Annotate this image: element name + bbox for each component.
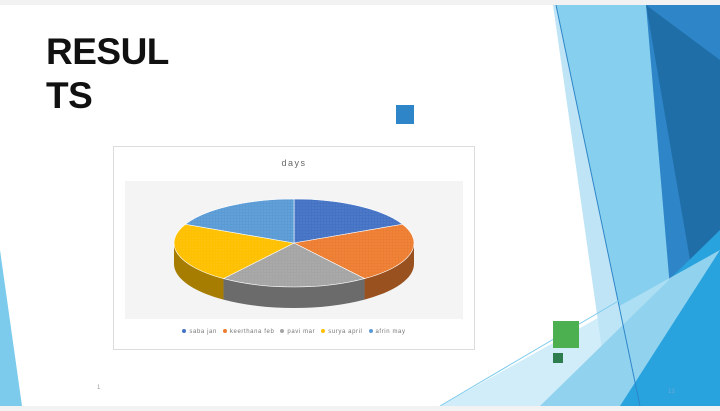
deco-shape-left xyxy=(0,250,22,406)
legend-entry: afrin may xyxy=(368,329,406,335)
pie-slice-texture-saba-jan xyxy=(294,199,403,243)
legend-label: saba jan xyxy=(189,329,217,335)
pie-slice-texture-keerthana-feb xyxy=(294,224,415,279)
deco-shape-bottom-light xyxy=(440,250,720,406)
legend-entry: saba jan xyxy=(182,329,217,335)
top-strip xyxy=(0,0,720,5)
chart-legend: saba jan keerthana feb pavi mar surya april… xyxy=(114,329,474,335)
pie-side-surya-april xyxy=(174,243,224,300)
legend-label: afrin may xyxy=(375,329,406,335)
pie-side-pavi-mar xyxy=(223,278,365,308)
deco-shape-dark xyxy=(646,5,720,290)
legend-swatch xyxy=(222,329,227,334)
chart-card: days saba jan keerthana feb pavi mar surya … xyxy=(113,146,475,350)
page-number: 13 xyxy=(668,389,675,395)
legend-swatch xyxy=(321,329,326,334)
legend-entry: keerthana feb xyxy=(222,329,275,335)
deco-line-bottom xyxy=(439,299,621,407)
legend-entry: surya april xyxy=(321,329,362,335)
pie-side-keerthana-feb xyxy=(364,243,414,300)
deco-square-blue xyxy=(396,105,414,124)
legend-swatch xyxy=(182,329,187,334)
legend-swatch xyxy=(368,329,373,334)
legend-swatch xyxy=(280,329,285,334)
pie-slice-texture-pavi-mar xyxy=(223,243,365,287)
deco-line xyxy=(555,4,641,407)
slide-title: RESULTS xyxy=(46,31,169,116)
legend-entry: pavi mar xyxy=(280,329,315,335)
footer-mark: 1 xyxy=(97,385,101,391)
chart-title: days xyxy=(281,158,307,168)
legend-label: pavi mar xyxy=(287,329,316,335)
legend-label: keerthana feb xyxy=(229,329,275,335)
deco-square-green xyxy=(553,321,579,348)
pie-slice-texture-afrin-may xyxy=(185,199,294,243)
pie-chart xyxy=(173,198,415,308)
deco-square-dark-green xyxy=(553,353,563,363)
bottom-strip xyxy=(0,406,720,411)
legend-label: surya april xyxy=(328,329,363,335)
